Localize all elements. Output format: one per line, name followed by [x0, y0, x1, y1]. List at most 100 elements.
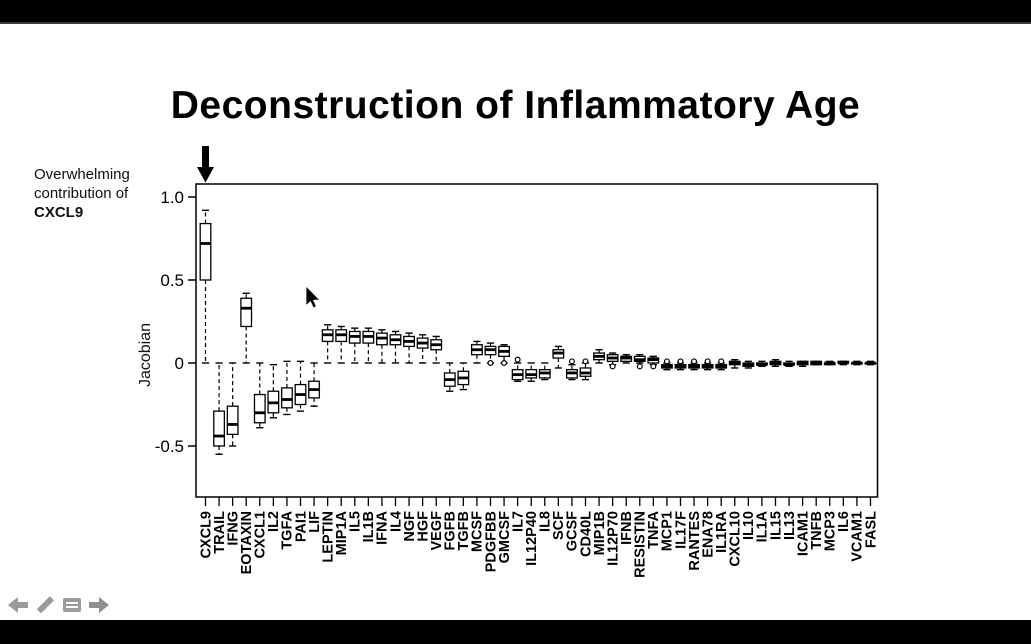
arrow-right-icon [89, 597, 109, 613]
boxplot-ENA78: ENA78 [700, 358, 716, 558]
next-slide-button[interactable] [87, 594, 111, 616]
x-tick-label-FGFB: FGFB [443, 511, 459, 550]
x-tick-label-LEPTIN: LEPTIN [320, 511, 336, 563]
x-tick-label-TGFA: TGFA [280, 510, 296, 549]
boxplot-IL17F: IL17F [673, 358, 689, 549]
notes-button[interactable] [60, 594, 84, 616]
x-tick-label-HGF: HGF [415, 511, 431, 542]
x-tick-label-IFNA: IFNA [375, 510, 391, 544]
x-tick-label-IL2: IL2 [266, 511, 282, 532]
boxplot-PDGFBB: PDGFBB [483, 342, 499, 572]
boxplot-RANTES: RANTES [687, 358, 703, 571]
boxplot-MCSF: MCSF [470, 340, 486, 552]
x-tick-label-TNFB: TNFB [809, 511, 825, 550]
x-tick-label-MIP1B: MIP1B [592, 511, 608, 555]
boxplot-FASL: FASL [863, 360, 879, 548]
boxplot-IL5: IL5 [348, 327, 364, 532]
boxplot-TGFB: TGFB [456, 362, 472, 550]
y-tick-label--0.5: -0.5 [155, 437, 184, 456]
x-tick-label-TGFB: TGFB [456, 511, 472, 550]
boxplot-CXCL9: CXCL9 [198, 209, 214, 559]
iqr-box [280, 387, 293, 409]
x-tick-label-VEGF: VEGF [429, 511, 445, 551]
boxplot-MIP1A: MIP1A [334, 325, 350, 555]
boxplot-ICAM1: ICAM1 [795, 360, 811, 556]
x-tick-label-MCP3: MCP3 [823, 511, 839, 551]
boxplot-IL12P40: IL12P40 [524, 362, 540, 566]
boxplot-IL1RA: IL1RA [714, 358, 730, 553]
boxplot-IL1A: IL1A [755, 360, 771, 542]
boxplot-IL1B: IL1B [361, 327, 377, 542]
iqr-box [226, 405, 239, 436]
bottom-letterbox-bar [0, 620, 1031, 644]
y-tick-label-1.0: 1.0 [160, 188, 184, 207]
boxplot-RESISTIN: RESISTIN [633, 354, 649, 578]
boxplot-IL8: IL8 [538, 362, 554, 532]
outlier-point [636, 363, 643, 370]
x-tick-label-TNFA: TNFA [646, 510, 662, 548]
boxplot-TNFB: TNFB [809, 360, 825, 550]
outlier-point [718, 358, 725, 365]
boxplot-IL6: IL6 [836, 360, 852, 532]
annotate-pencil-button[interactable] [33, 594, 57, 616]
boxplot-IL2: IL2 [266, 363, 282, 532]
outlier-point [582, 358, 589, 365]
cxcl9-annotation: Overwhelming contribution of CXCL9 [34, 165, 184, 222]
x-tick-label-NGF: NGF [402, 511, 418, 542]
arrow-down-icon [197, 146, 214, 183]
x-tick-label-IL1RA: IL1RA [714, 510, 730, 552]
x-tick-label-CXCL10: CXCL10 [728, 511, 744, 567]
iqr-box [213, 410, 226, 447]
boxplot-FGFB: FGFB [443, 362, 459, 550]
annotation-line-3: CXCL9 [34, 204, 84, 221]
boxplot-VEGF: VEGF [429, 335, 445, 551]
boxplot-IFNG: IFNG [225, 362, 241, 546]
x-tick-label-IL12P40: IL12P40 [524, 511, 540, 566]
boxplot-CXCL1: CXCL1 [253, 362, 269, 559]
x-tick-label-IL7: IL7 [510, 511, 526, 532]
x-tick-label-CXCL9: CXCL9 [198, 511, 214, 559]
boxplot-GMCSF: GMCSF [497, 344, 513, 563]
viewer-controls [6, 594, 111, 616]
x-tick-label-IL13: IL13 [782, 511, 798, 540]
annotation-line-1: Overwhelming [34, 166, 130, 183]
y-tick-label-0.5: 0.5 [160, 271, 184, 290]
x-tick-label-ICAM1: ICAM1 [795, 511, 811, 556]
x-tick-label-TRAIL: TRAIL [212, 511, 228, 554]
arrow-left-icon [8, 597, 28, 613]
boxplot-NGF: NGF [402, 332, 418, 542]
x-tick-label-CD40L: CD40L [578, 511, 594, 557]
boxplot-IL13: IL13 [782, 360, 798, 540]
boxplot-MCP3: MCP3 [823, 360, 839, 551]
x-tick-label-IL1B: IL1B [361, 511, 377, 542]
boxplot-IL7: IL7 [510, 356, 526, 532]
x-tick-label-LIF: LIF [307, 511, 323, 533]
boxplot-IL4: IL4 [388, 330, 404, 532]
x-tick-label-MCSF: MCSF [470, 511, 486, 552]
boxplot-MIP1B: MIP1B [592, 349, 608, 555]
boxplot-TGFA: TGFA [280, 360, 296, 550]
x-tick-label-IL17F: IL17F [673, 511, 689, 549]
boxplot-EOTAXIN: EOTAXIN [239, 292, 255, 574]
x-tick-label-IL8: IL8 [538, 511, 554, 532]
boxplot-IFNA: IFNA [375, 329, 391, 545]
previous-slide-button[interactable] [6, 594, 30, 616]
boxplot-PAI1: PAI1 [293, 360, 309, 542]
iqr-box [253, 393, 266, 424]
x-tick-label-IL1A: IL1A [755, 510, 771, 542]
x-tick-label-RESISTIN: RESISTIN [633, 511, 649, 578]
iqr-box [199, 222, 212, 281]
boxplot-GCSF: GCSF [565, 358, 581, 551]
x-tick-label-IL12P70: IL12P70 [605, 511, 621, 566]
outlier-point [677, 358, 684, 365]
x-tick-label-VCAM1: VCAM1 [850, 511, 866, 562]
x-tick-label-EOTAXIN: EOTAXIN [239, 511, 255, 574]
annotation-line-2: contribution of [34, 185, 129, 202]
boxplot-IL12P70: IL12P70 [605, 352, 621, 566]
outlier-point [568, 358, 575, 365]
outlier-point [663, 358, 670, 365]
boxplot-CXCL10: CXCL10 [728, 358, 744, 567]
x-tick-label-MIP1A: MIP1A [334, 510, 350, 555]
